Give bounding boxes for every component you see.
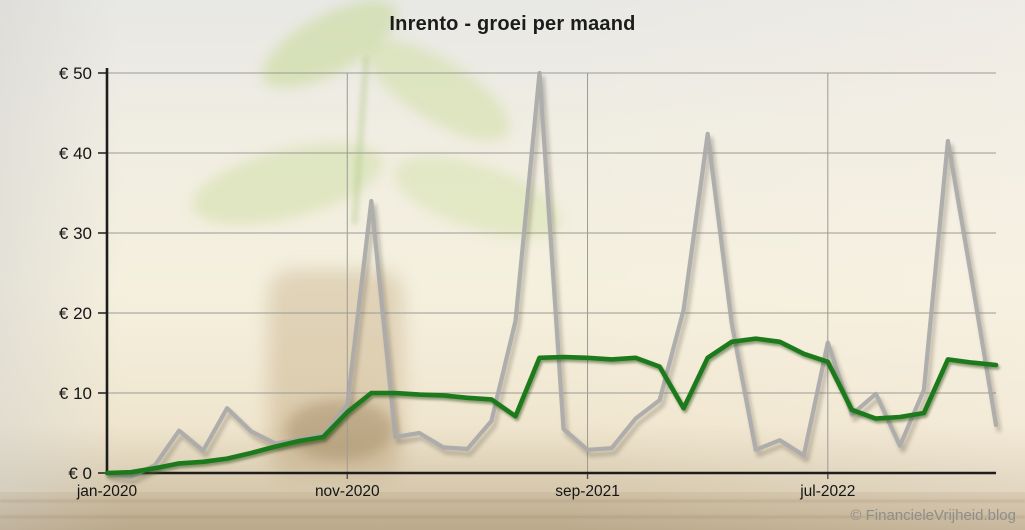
y-tick-label: € 30	[59, 224, 92, 243]
x-tick-label: nov-2020	[315, 483, 380, 500]
wood-plank-line	[0, 516, 1025, 518]
y-tick-label: € 10	[59, 384, 92, 403]
y-tick-label: € 20	[59, 304, 92, 323]
y-tick-label: € 40	[59, 144, 92, 163]
green-series-line	[104, 336, 999, 476]
wood-plank-line	[0, 500, 1025, 502]
plot-area: € 0 € 10 € 20 € 30 € 40 € 50 jan-2020 nov-2020 s…	[59, 64, 999, 500]
y-tick-label: € 0	[68, 464, 92, 483]
x-tick-label: jul-2022	[799, 483, 855, 500]
x-tick-label: sep-2021	[555, 483, 620, 500]
y-tick-label: € 50	[59, 64, 92, 83]
chart-title: Inrento - groei per maand	[389, 13, 636, 35]
coins-decoration	[285, 400, 395, 460]
x-tick-label: jan-2020	[76, 483, 138, 500]
gray-series-line	[104, 70, 999, 480]
wood-table-decoration	[0, 492, 1025, 530]
watermark: © FinancieleVrijheid.blog	[850, 507, 1016, 524]
